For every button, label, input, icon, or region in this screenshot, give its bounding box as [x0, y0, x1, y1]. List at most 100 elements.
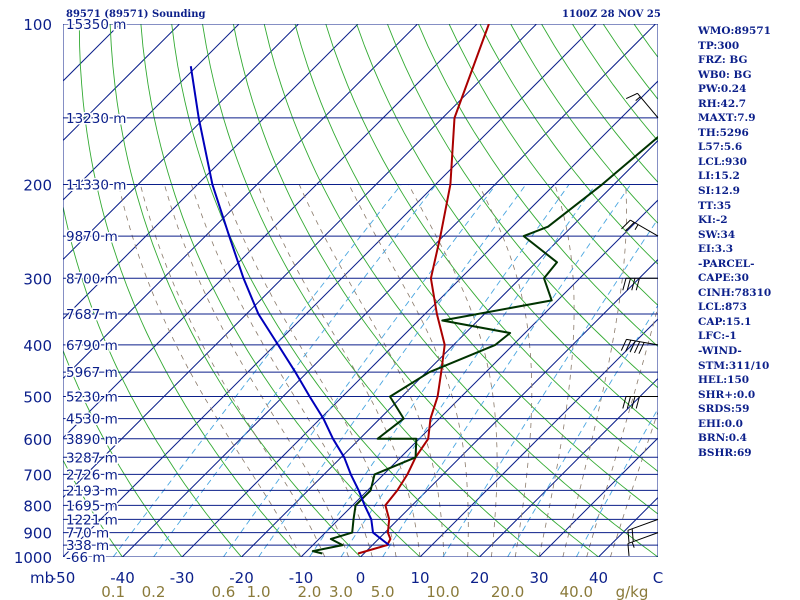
- index-item: SHR+:0.0: [698, 388, 756, 401]
- index-item: MAXT:7.9: [698, 112, 756, 125]
- wind-barb-staff: [626, 338, 659, 346]
- dry-adiabat-line: [448, 24, 658, 307]
- index-item: KI:-2: [698, 214, 728, 227]
- index-item: BSHR:69: [698, 446, 752, 459]
- dry-adiabat-line: [140, 24, 421, 557]
- isotherm-line: [63, 24, 597, 557]
- moist-adiabat-line: [118, 184, 302, 557]
- dry-adiabat-line: [109, 24, 362, 557]
- index-item: WB0: BG: [698, 68, 752, 81]
- wind-barb-feather: [638, 342, 645, 354]
- mixing-ratio-label: 1.0: [247, 583, 271, 600]
- index-item: CAPE:30: [698, 272, 749, 285]
- wind-barb-half-feather: [631, 541, 635, 548]
- dry-adiabat-line: [63, 349, 183, 557]
- height-label: 15350 m: [66, 17, 126, 33]
- mixing-ratio-label: 10.0: [426, 583, 459, 600]
- index-item: STM:311/10: [698, 359, 770, 372]
- mixing-ratio-label: 0.6: [211, 583, 235, 600]
- wind-barb-feather: [629, 340, 636, 353]
- height-label: 4530 m: [66, 412, 118, 428]
- wind-barb-feather: [625, 92, 638, 100]
- height-label: -66 m: [66, 550, 106, 566]
- temperature-tick-label: -50: [51, 569, 76, 587]
- moist-adiabat-line: [478, 184, 533, 557]
- index-item: TP:300: [698, 39, 740, 52]
- index-item: -PARCEL-: [698, 257, 755, 270]
- isotherm-line: [63, 24, 478, 439]
- isotherm-line: [360, 258, 658, 557]
- dry-adiabat-line: [202, 24, 540, 557]
- wind-barb: [625, 92, 659, 119]
- temperature-tick-label: -10: [289, 569, 314, 587]
- index-item: HEL:150: [698, 374, 750, 387]
- sounding-title: 89571 (89571) Sounding: [66, 9, 206, 20]
- index-item: -WIND-: [698, 345, 742, 358]
- pressure-tick-label: 800: [23, 497, 52, 515]
- height-label: 5967 m: [66, 365, 118, 381]
- height-label: 3287 m: [66, 450, 118, 466]
- temperature-tick-label: 30: [529, 569, 548, 587]
- index-item: PW:0.24: [698, 83, 747, 96]
- wind-barb: [622, 396, 658, 409]
- moist-adiabat-line: [586, 304, 658, 557]
- index-item: SRDS:59: [698, 403, 750, 416]
- wind-barb-staff: [637, 93, 659, 119]
- mixing-ratio-label: 40.0: [560, 583, 593, 600]
- dry-adiabat-line: [417, 24, 658, 348]
- index-item: LI:15.2: [698, 170, 740, 183]
- height-label: 7687 m: [66, 307, 118, 323]
- index-item: LFC:-1: [698, 330, 737, 343]
- dry-adiabat-line: [263, 24, 658, 557]
- temperature-tick-label: 10: [410, 569, 429, 587]
- mixing-ratio-line: [153, 184, 437, 557]
- pressure-tick-label: 600: [23, 431, 52, 449]
- wind-barb-staff: [627, 518, 659, 531]
- wind-barb-feather: [627, 543, 630, 556]
- pressure-tick-label: 400: [23, 337, 52, 355]
- isotherm-line: [122, 24, 656, 557]
- moist-adiabat-line: [408, 184, 498, 557]
- wind-barb-feather: [635, 396, 640, 409]
- height-label: 338 m: [66, 538, 109, 554]
- mixing-ratio-label: 0.2: [142, 583, 166, 600]
- temperature-line: [357, 24, 490, 555]
- dry-adiabat-line: [356, 24, 658, 431]
- sounding-time: 1100Z 28 NOV 25: [562, 9, 661, 20]
- wind-barb-feather: [622, 396, 627, 409]
- pressure-tick-label: 500: [23, 389, 52, 407]
- moist-adiabat-line: [348, 184, 469, 557]
- wind-barb-feather: [631, 396, 636, 409]
- wind-barb-feather: [626, 278, 631, 291]
- isotherm-line: [241, 139, 658, 557]
- temperature-tick-label: 20: [470, 569, 489, 587]
- plot-frame: [63, 24, 658, 557]
- parcel-line: [189, 66, 390, 546]
- isotherm-line: [63, 24, 299, 261]
- wind-barb: [627, 532, 659, 556]
- wind-barb-feather: [620, 339, 627, 351]
- dry-adiabat-line: [171, 24, 481, 557]
- height-label: 5230 m: [66, 390, 118, 406]
- isotherm-line: [63, 24, 180, 142]
- index-item: EI:3.3: [698, 243, 734, 256]
- pressure-unit-label: mb: [30, 569, 54, 587]
- wind-barb-staff: [627, 532, 659, 545]
- mixing-ratio-line: [442, 218, 658, 557]
- mixing-ratio-unit-label: g/kg: [616, 583, 649, 600]
- height-label: 8700 m: [66, 271, 118, 287]
- chart-grid: [63, 24, 658, 557]
- mixing-ratio-label: 2.0: [298, 583, 322, 600]
- height-label: 9870 m: [66, 229, 118, 245]
- wind-barb-half-feather: [634, 224, 639, 231]
- height-label: 3890 m: [66, 432, 118, 448]
- index-item: FRZ: BG: [698, 54, 748, 67]
- index-item: CAP:15.1: [698, 315, 752, 328]
- chart-series: [189, 24, 658, 555]
- dry-adiabat-line: [294, 24, 658, 515]
- wind-barb-staff: [630, 219, 659, 237]
- indices-list: WMO:89571 TP:300 FRZ: BG WB0: BG PW:0.24 RH:4…: [698, 24, 771, 460]
- index-item: LCL:873: [698, 301, 747, 314]
